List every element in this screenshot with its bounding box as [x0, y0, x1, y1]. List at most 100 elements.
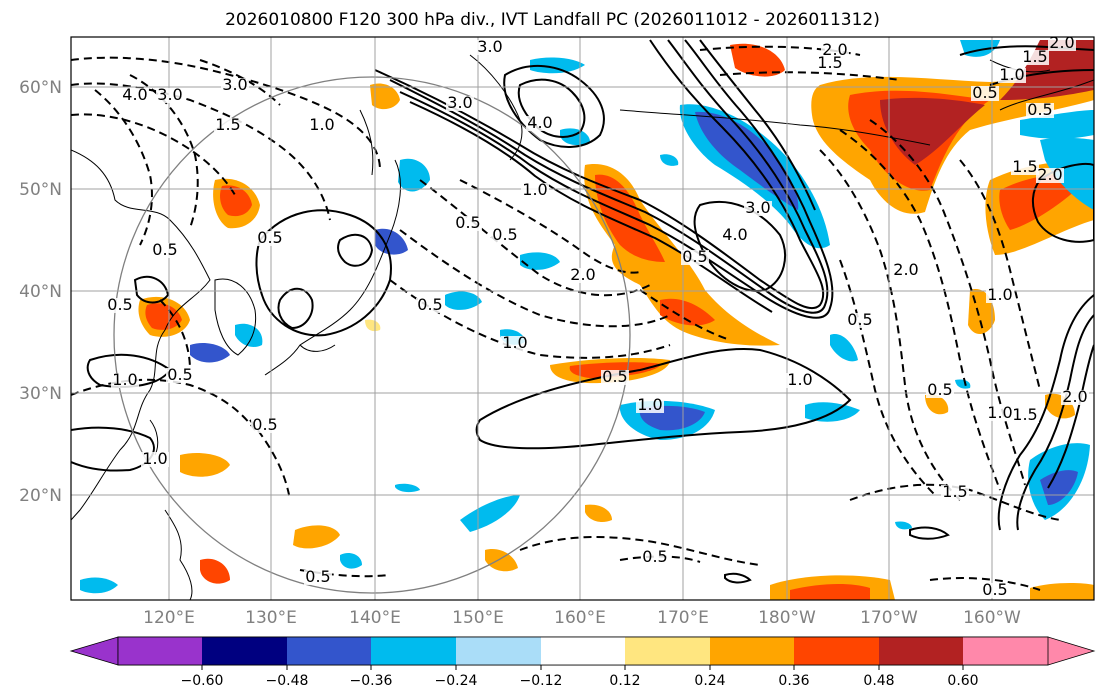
colorbar: −0.60 −0.48 −0.36 −0.24 −0.12 0.12 0.24 0.36 0.4… — [69, 636, 1096, 689]
shade-west1-red — [220, 185, 252, 217]
dash-east-c — [819, 149, 961, 501]
dash-nw-d — [94, 89, 153, 246]
shade-plume2 — [660, 298, 715, 326]
contour-w-b — [133, 275, 170, 304]
contour-jet-a — [374, 39, 825, 310]
contour-label-bg — [221, 78, 249, 93]
colorbar-bin — [879, 637, 964, 665]
shade-blue-m — [660, 154, 679, 166]
shade-pale1 — [200, 558, 230, 584]
contour-label: 1.0 — [987, 285, 1012, 304]
shade-blue-a — [530, 57, 585, 74]
contour-label-bg — [821, 43, 849, 58]
contour-label: 0.5 — [257, 228, 282, 247]
contour-east-ring — [1032, 162, 1094, 243]
map-layers — [71, 37, 1094, 600]
colorbar-tick-label: −0.12 — [520, 673, 563, 689]
dash-sw-c — [249, 419, 291, 501]
contour-label-bg — [641, 550, 669, 565]
contour-jet-e — [699, 39, 816, 211]
lon-label: 130°E — [245, 608, 297, 628]
contour-label: 3.0 — [447, 93, 472, 112]
contour-label-bg — [111, 373, 139, 388]
contour-label: 3.0 — [745, 198, 770, 217]
contour-label-bg — [121, 88, 149, 103]
contour-label-bg — [986, 406, 1014, 421]
shade-blue-right-low2 — [1040, 470, 1078, 505]
colorbar-bin — [287, 637, 372, 665]
contour-labels: 3.03.04.0 3.03.01.5 1.02.01.5 1.52.01.00.50… — [106, 33, 1089, 599]
dash-mid-e — [639, 289, 731, 341]
contour-label-bg — [141, 452, 169, 467]
contour-label: 1.5 — [1012, 405, 1037, 424]
contour-jp-c — [336, 233, 374, 267]
contour-label: 1.0 — [637, 395, 662, 414]
shade-blue-f — [235, 323, 263, 347]
contour-label: 0.5 — [455, 213, 480, 232]
contour-label: 1.0 — [502, 333, 527, 352]
contour-jet-b — [389, 39, 829, 314]
shade-top-mid — [730, 43, 785, 77]
lon-label: 160°E — [554, 608, 606, 628]
contour-label-bg — [681, 250, 709, 265]
lat-label: 50°N — [19, 180, 62, 200]
contour-label-bg — [744, 201, 772, 216]
colorbar-bin — [710, 637, 795, 665]
colorbar-tick-label: 0.60 — [947, 673, 978, 689]
shade-small2 — [293, 525, 340, 549]
lon-label: 160°W — [963, 608, 1021, 628]
contour-label: 0.5 — [305, 567, 330, 586]
positive-shading — [138, 40, 1094, 600]
dash-top-b — [719, 71, 901, 81]
shade-topright — [1000, 40, 1094, 100]
contour-label: 2.0 — [1037, 165, 1062, 184]
lon-label: 150°E — [452, 608, 504, 628]
dash-east-b — [869, 119, 1026, 486]
contour-label: 2.0 — [1049, 33, 1074, 52]
dashed-contours — [71, 45, 1061, 591]
lat-label: 40°N — [19, 282, 62, 302]
contour-east-b — [1016, 314, 1094, 531]
shade-blue-i — [830, 334, 858, 362]
dash-east-e — [959, 159, 1041, 391]
shade-blue-e — [190, 343, 230, 363]
contour-label: 0.5 — [417, 295, 442, 314]
dash-nw-c — [71, 113, 236, 196]
shade-blue-q — [955, 379, 971, 389]
shade-west2-red — [145, 303, 182, 330]
dash-east-d — [839, 259, 936, 496]
contour-label: 1.5 — [817, 53, 842, 72]
contour-label-bg — [971, 86, 999, 101]
contour-jp-a — [255, 209, 392, 337]
shade-right-small — [925, 394, 949, 415]
contour-label-bg — [454, 216, 482, 231]
contour-label: 0.5 — [682, 247, 707, 266]
colorbar-tick-label: 0.48 — [863, 673, 894, 689]
contour-label-bg — [1026, 103, 1054, 118]
dash-south-a — [519, 536, 761, 566]
contour-label-bg — [106, 298, 134, 313]
contour-jp-b — [277, 287, 314, 330]
contour-label: 1.0 — [309, 115, 334, 134]
dash-nw-f — [199, 59, 281, 106]
colorbar-tick-label: 0.36 — [778, 673, 809, 689]
shade-plume-red — [595, 174, 665, 262]
contour-label-bg — [816, 56, 844, 71]
shade-blue-l — [340, 553, 362, 569]
dash-south-d — [929, 577, 1041, 591]
contour-label: 1.0 — [112, 370, 137, 389]
contour-label-bg — [446, 96, 474, 111]
contour-label-bg — [569, 268, 597, 283]
contour-label-bg — [721, 228, 749, 243]
contour-label-bg — [476, 40, 504, 55]
colorbar-border — [117, 636, 1049, 666]
shade-blue-g — [460, 495, 520, 532]
contour-label: 0.5 — [642, 547, 667, 566]
lat-label: 30°N — [19, 384, 62, 404]
contour-label: 1.0 — [987, 403, 1012, 422]
contour-ring-a — [503, 64, 605, 148]
contour-east-c — [1047, 344, 1094, 489]
shade-small1 — [180, 453, 230, 477]
shade-blue-ne2 — [1040, 137, 1094, 210]
